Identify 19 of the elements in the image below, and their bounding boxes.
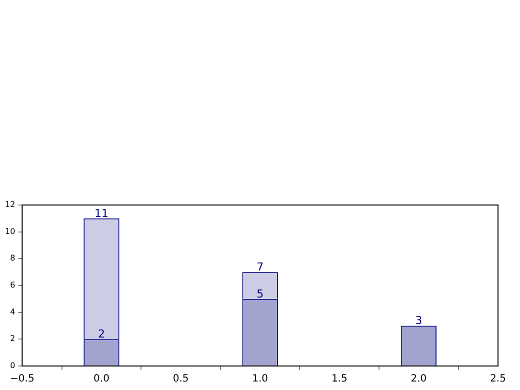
x-tick-label: 1.5 (331, 374, 348, 385)
total-label: 11 (94, 206, 108, 220)
y-tick-label: 0 (10, 361, 16, 370)
y-tick-label: 6 (10, 280, 16, 290)
x-tick-label: −0.5 (10, 374, 34, 385)
x-tick-label: 0.5 (172, 374, 189, 385)
x-tick-label: 2.0 (410, 374, 427, 385)
data-label: 5 (256, 287, 264, 300)
x-tick-label: 1.0 (252, 374, 268, 385)
y-tick-label: 4 (10, 307, 16, 316)
y-tick-label: 2 (10, 334, 16, 344)
x-tick-label: 0.0 (94, 374, 110, 385)
y-tick-label: 10 (4, 226, 16, 236)
data-label: 2 (98, 328, 105, 341)
total-label: 7 (256, 260, 264, 274)
y-tick-label: 8 (10, 254, 16, 263)
y-tick-label: 12 (4, 200, 16, 210)
x-tick-label: 2.5 (490, 374, 506, 385)
total-label: 3 (415, 314, 422, 328)
